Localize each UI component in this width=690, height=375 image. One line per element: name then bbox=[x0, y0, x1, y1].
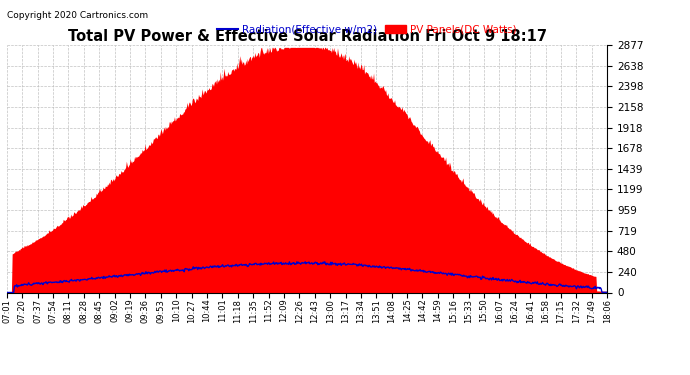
Text: Copyright 2020 Cartronics.com: Copyright 2020 Cartronics.com bbox=[7, 11, 148, 20]
Legend: Radiation(Effective w/m2), PV Panels(DC Watts): Radiation(Effective w/m2), PV Panels(DC … bbox=[213, 21, 521, 39]
Title: Total PV Power & Effective Solar Radiation Fri Oct 9 18:17: Total PV Power & Effective Solar Radiati… bbox=[68, 29, 546, 44]
